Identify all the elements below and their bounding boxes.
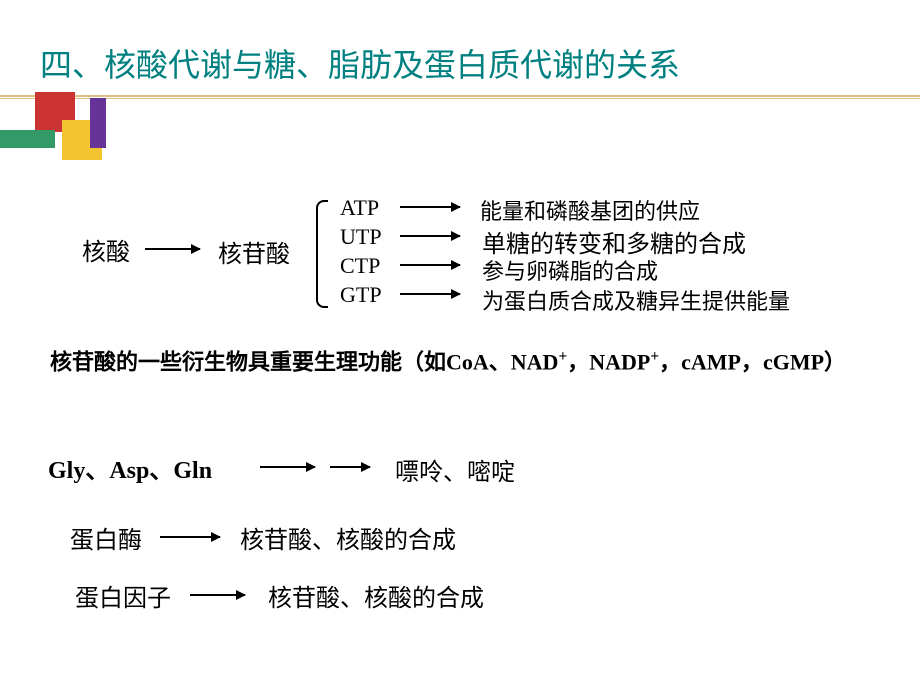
label-purine-pyrimidine: 嘌呤、嘧啶 [395,452,515,487]
label-nucleic-acid: 核酸 [82,232,130,267]
desc-protease: 核苷酸、核酸的合成 [240,520,456,555]
label-nucleotide: 核苷酸 [218,234,290,269]
header-line-2 [0,98,920,99]
para-suffix: ，cAMP，cGMP） [659,349,846,374]
para-mid: ，NADP [567,349,650,374]
desc-atp: 能量和磷酸基团的供应 [480,194,700,226]
arrow-gag-2 [330,466,370,468]
label-protein-factor: 蛋白因子 [75,578,171,613]
arrow-gag-1 [260,466,315,468]
desc-protein-factor: 核苷酸、核酸的合成 [268,578,484,613]
arrow-protein-factor [190,594,245,596]
label-protease: 蛋白酶 [70,520,142,555]
arrow-utp [400,235,460,237]
header-line-1 [0,95,920,97]
paragraph-derivatives: 核苷酸的一些衍生物具重要生理功能（如CoA、NAD+，NADP+，cAMP，cG… [50,345,880,378]
desc-ctp: 参与卵磷脂的合成 [482,254,658,286]
arrow-nucleic-to-nucleotide [145,248,200,250]
label-ctp: CTP [340,253,380,279]
arrow-ctp [400,264,460,266]
arrow-atp [400,206,460,208]
slide-title: 四、核酸代谢与糖、脂肪及蛋白质代谢的关系 [40,40,680,86]
deco-green-block [0,130,55,148]
arrow-protease [160,536,220,538]
para-prefix: 核苷酸的一些衍生物具重要生理功能（如CoA、NAD [50,349,558,374]
sup-plus-1: + [558,348,567,365]
sup-plus-2: + [650,348,659,365]
label-gtp: GTP [340,282,382,308]
bracket-icon [316,200,328,308]
arrow-gtp [400,293,460,295]
label-utp: UTP [340,224,382,250]
desc-gtp: 为蛋白质合成及糖异生提供能量 [482,284,790,316]
label-atp: ATP [340,195,379,221]
label-gly-asp-gln: Gly、Asp、Gln [48,450,212,485]
deco-purple-block [90,98,106,148]
